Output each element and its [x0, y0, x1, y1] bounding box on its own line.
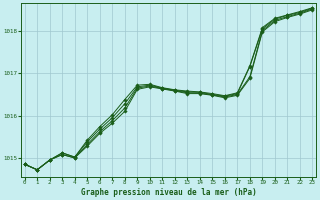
X-axis label: Graphe pression niveau de la mer (hPa): Graphe pression niveau de la mer (hPa) [81, 188, 256, 197]
